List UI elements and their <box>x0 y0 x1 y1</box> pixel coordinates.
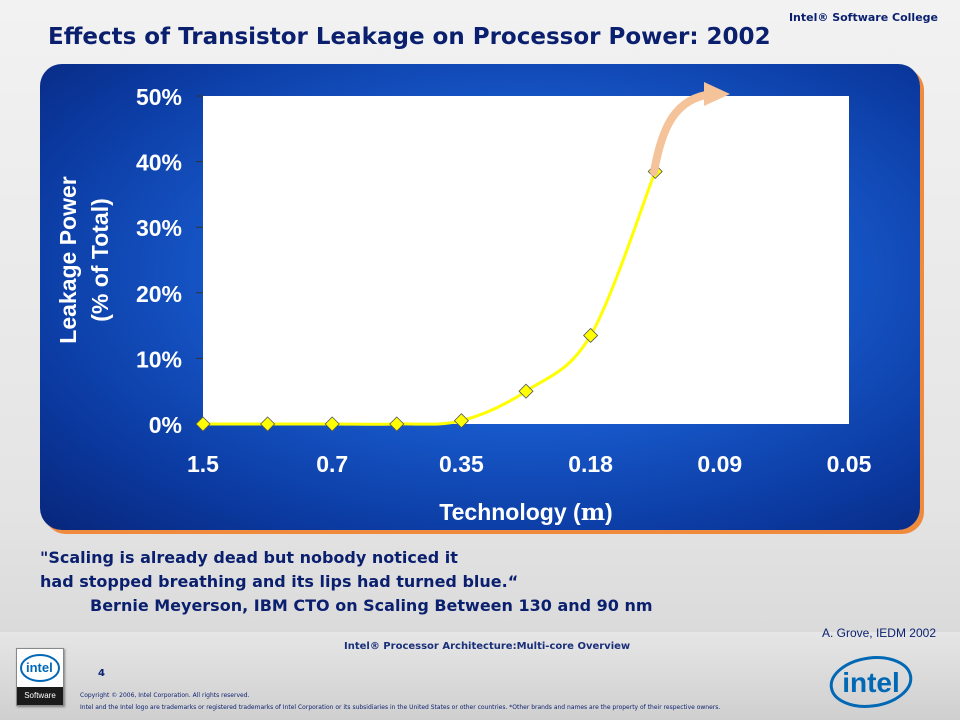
intel-software-logo: intel Software <box>16 648 64 706</box>
software-logo-word: intel <box>26 660 53 675</box>
intel-logo-word: intel <box>842 667 900 698</box>
data-point-marker <box>324 416 340 432</box>
footer <box>0 632 960 720</box>
quote: "Scaling is already dead but nobody noti… <box>40 546 653 618</box>
source-citation: A. Grove, IEDM 2002 <box>821 626 936 640</box>
copyright-text: Copyright © 2006, Intel Corporation. All… <box>80 692 250 699</box>
series-line <box>203 170 657 426</box>
x-axis-title-prefix: Technology ( <box>439 499 581 525</box>
x-tick-label: 0.18 <box>568 451 613 477</box>
x-axis-ticks: 1.5 0.7 0.35 0.18 0.09 0.05 <box>187 451 872 477</box>
y-axis-title-line1: Leakage Power <box>55 176 81 344</box>
x-tick-label: 0.05 <box>827 451 872 477</box>
chart-panel: 50% 40% 30% 20% 10% 0% 1.5 0.7 0.35 0.18 0.09 0.05… <box>40 64 920 530</box>
y-tick-label: 0% <box>149 412 182 438</box>
annotation-arrow <box>650 90 716 176</box>
data-point-marker <box>260 416 276 432</box>
quote-attribution: Bernie Meyerson, IBM CTO on Scaling Betw… <box>90 596 653 615</box>
course-title: Intel® Processor Architecture:Multi-core… <box>344 641 631 652</box>
software-logo-label: Software <box>17 687 63 705</box>
trademark-text: Intel and the Intel logo are trademarks … <box>80 704 721 711</box>
y-tick-label: 40% <box>136 150 182 176</box>
y-tick-label: 20% <box>136 281 182 307</box>
leakage-chart: 50% 40% 30% 20% 10% 0% 1.5 0.7 0.35 0.18 0.09 0.05… <box>55 82 872 526</box>
annotation-line1: Must stop <box>690 117 808 145</box>
data-point-marker <box>453 413 469 429</box>
intel-logo: intel <box>829 656 913 708</box>
slide-title: Effects of Transistor Leakage on Process… <box>48 24 771 50</box>
x-axis-title-suffix: ) <box>605 499 613 525</box>
intel-swirl-icon <box>20 654 60 682</box>
mu-symbol: m <box>581 499 605 526</box>
data-point-marker <box>195 416 211 432</box>
x-tick-label: 0.35 <box>439 451 484 477</box>
plot-area <box>203 96 849 424</box>
brand-label: Intel® Software College <box>788 11 938 24</box>
annotation-arrow-head <box>704 82 730 106</box>
page-number: 4 <box>98 668 105 679</box>
data-point-marker <box>389 416 405 432</box>
x-tick-label: 0.09 <box>697 451 742 477</box>
y-tick-label: 50% <box>136 84 182 110</box>
y-axis-title-line2: (% of Total) <box>87 198 113 322</box>
y-tick-label: 30% <box>136 215 182 241</box>
data-point-marker <box>518 383 534 399</box>
x-tick-label: 0.7 <box>316 451 348 477</box>
data-point-marker <box>583 327 599 344</box>
x-axis-title: Technology (m) <box>439 499 612 526</box>
quote-line-1: "Scaling is already dead but nobody noti… <box>40 548 458 567</box>
quote-line-2: had stopped breathing and its lips had t… <box>40 572 519 591</box>
annotation-line2: at 50% <box>690 156 769 184</box>
y-tick-label: 10% <box>136 346 182 372</box>
intel-swirl-icon <box>829 656 913 708</box>
x-tick-label: 1.5 <box>187 451 219 477</box>
y-axis-ticks: 50% 40% 30% 20% 10% 0% <box>136 84 203 438</box>
